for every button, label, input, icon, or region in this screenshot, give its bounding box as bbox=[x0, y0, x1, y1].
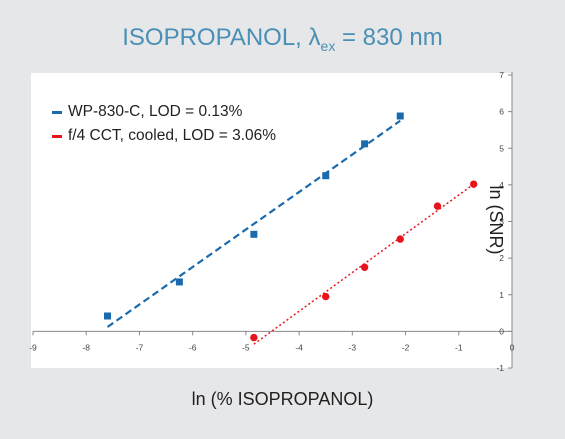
x-tick-label: -8 bbox=[82, 342, 90, 352]
data-point-series-0 bbox=[175, 278, 183, 286]
x-tick-label: -4 bbox=[295, 342, 303, 352]
x-tick-label: -3 bbox=[349, 342, 357, 352]
y-axis-label: ln (SNR) bbox=[486, 185, 506, 255]
x-tick-label: -9 bbox=[29, 342, 37, 352]
x-tick-label: -1 bbox=[455, 342, 463, 352]
legend-swatch-wp830 bbox=[52, 110, 62, 114]
x-tick-label: -7 bbox=[136, 342, 144, 352]
chart-title: ISOPROPANOL, λex = 830 nm bbox=[0, 24, 565, 54]
y-tick-label: 5 bbox=[499, 143, 504, 153]
data-point-series-1 bbox=[322, 292, 330, 301]
data-point-series-1 bbox=[396, 235, 404, 243]
y-tick-label: -1 bbox=[496, 363, 504, 373]
legend: WP-830-C, LOD = 0.13% f/4 CCT, cooled, L… bbox=[52, 100, 276, 148]
y-tick-label: 1 bbox=[499, 290, 504, 300]
data-point-series-0 bbox=[104, 312, 112, 320]
legend-swatch-f4-cct bbox=[52, 134, 62, 138]
data-point-series-0 bbox=[322, 172, 330, 180]
x-axis-label: ln (% ISOPROPANOL) bbox=[191, 389, 374, 409]
data-point-series-0 bbox=[361, 140, 369, 148]
y-tick-label: 7 bbox=[499, 70, 504, 80]
x-tick-label: -5 bbox=[242, 342, 250, 352]
data-point-series-1 bbox=[469, 180, 478, 188]
y-tick-label: 4 bbox=[499, 180, 504, 190]
data-point-series-0 bbox=[250, 230, 258, 238]
plot-area bbox=[31, 73, 512, 368]
legend-label-f4-cct: f/4 CCT, cooled, LOD = 3.06% bbox=[68, 127, 277, 144]
y-tick-label: 0 bbox=[499, 326, 504, 336]
x-tick-label: 0 bbox=[510, 342, 515, 352]
legend-item-wp830: WP-830-C, LOD = 0.13% bbox=[52, 100, 276, 124]
x-tick-label: -6 bbox=[189, 342, 197, 352]
y-tick-label: 2 bbox=[499, 253, 504, 263]
legend-label-wp830: WP-830-C, LOD = 0.13% bbox=[68, 103, 243, 120]
legend-item-f4-cct: f/4 CCT, cooled, LOD = 3.06% bbox=[52, 124, 276, 148]
chart-title-suffix: = 830 nm bbox=[335, 24, 443, 51]
data-point-series-1 bbox=[433, 202, 442, 210]
y-tick-label: 3 bbox=[499, 217, 504, 227]
chart-title-subscript: ex bbox=[320, 37, 336, 54]
data-point-series-0 bbox=[396, 112, 404, 120]
trendline-series-0 bbox=[106, 119, 401, 328]
chart-title-main: ISOPROPANOL, λ bbox=[122, 24, 321, 51]
data-point-series-1 bbox=[250, 333, 258, 342]
y-tick-label: 6 bbox=[499, 107, 504, 117]
data-point-series-1 bbox=[360, 263, 369, 271]
x-tick-label: -2 bbox=[402, 342, 410, 352]
